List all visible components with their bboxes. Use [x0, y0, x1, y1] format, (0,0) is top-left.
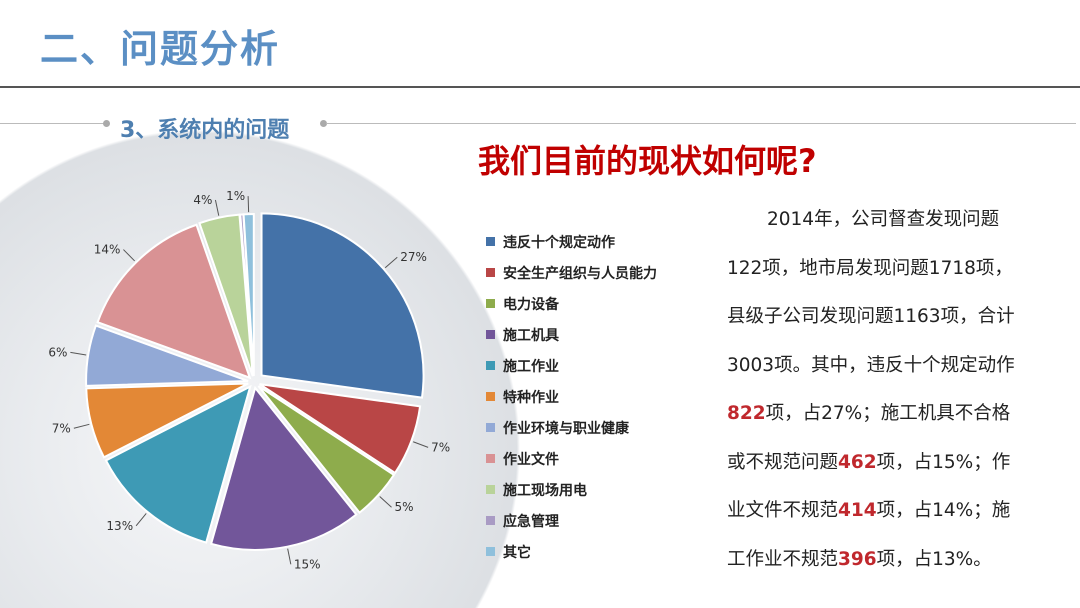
- paragraph-line: 县级子公司发现问题1163项，合计: [727, 293, 1067, 342]
- legend-swatch: [486, 547, 495, 556]
- legend-label: 其它: [503, 544, 531, 561]
- paragraph-text: 2014年，公司督查发现问题: [767, 209, 1000, 230]
- paragraph-line: 业文件不规范414项，占14%；施: [727, 487, 1067, 536]
- legend-swatch: [486, 268, 495, 277]
- paragraph-line: 或不规范问题462项，占15%；作: [727, 439, 1067, 488]
- highlight-number: 822: [727, 403, 766, 424]
- slice-label: 6%: [48, 345, 67, 359]
- paragraph-line: 3003项。其中，违反十个规定动作: [727, 342, 1067, 391]
- highlight-number: 462: [838, 451, 877, 473]
- leader-line: [412, 441, 429, 448]
- slice-label: 13%: [106, 519, 133, 533]
- paragraph-text: 或不规范问题: [727, 451, 839, 473]
- legend-label: 安全生产组织与人员能力: [503, 265, 657, 282]
- legend-item: 作业文件: [486, 443, 657, 474]
- legend-label: 作业文件: [503, 451, 559, 468]
- legend-item: 作业环境与职业健康: [486, 412, 657, 443]
- legend-label: 施工机具: [503, 327, 559, 344]
- leader-line: [123, 249, 136, 262]
- pie-slice: [242, 213, 255, 377]
- pie-slice: [104, 384, 252, 544]
- paragraph-text: 122项，地市局发现问题1718项，: [727, 257, 1013, 279]
- legend-item: 特种作业: [486, 381, 657, 412]
- legend-item: 施工机具: [486, 319, 657, 350]
- slice-label: 27%: [400, 250, 427, 264]
- page-title: 二、问题分析: [40, 27, 281, 71]
- legend-swatch: [486, 361, 495, 370]
- legend-swatch: [486, 330, 495, 339]
- leader-line: [287, 548, 292, 565]
- legend-label: 施工现场用电: [503, 482, 587, 499]
- paragraph-text: 项，占27%；施工机具不合格: [765, 403, 1011, 424]
- paragraph-text: 工作业不规范: [727, 548, 839, 570]
- legend-label: 违反十个规定动作: [503, 234, 615, 251]
- leader-line: [214, 199, 220, 216]
- slice-label: 7%: [431, 440, 450, 454]
- slice-label: 5%: [395, 500, 414, 514]
- paragraph-line: 工作业不规范396项，占13%。: [727, 536, 1067, 585]
- legend-label: 施工作业: [503, 358, 559, 375]
- slice-label: 15%: [294, 557, 321, 571]
- slice-label: 7%: [52, 421, 71, 435]
- leader-line: [70, 351, 87, 356]
- paragraph-text: 3003项。其中，违反十个规定动作: [727, 354, 1015, 376]
- legend-item: 应急管理: [486, 505, 657, 536]
- pie-chart: 27% 7% 5% 15% 13% 7% 6% 14% 4% 1%: [48, 189, 450, 571]
- paragraph-text: 项，占15%；作: [876, 451, 1011, 473]
- subtitle-line-right: [326, 123, 1076, 124]
- legend-label: 特种作业: [503, 389, 559, 406]
- leader-line: [379, 496, 392, 508]
- section-subtitle: 3、系统内的问题: [120, 118, 290, 143]
- highlight-number: 396: [838, 548, 877, 570]
- paragraph-line: 122项，地市局发现问题1718项，: [727, 245, 1067, 294]
- header-divider: [0, 86, 1080, 88]
- legend-item: 其它: [486, 536, 657, 567]
- legend-swatch: [486, 485, 495, 494]
- pie-slice: [85, 324, 249, 387]
- subtitle-dot-left: [103, 120, 110, 127]
- paragraph-text: 项，占13%。: [876, 548, 992, 570]
- slice-label: 1%: [226, 189, 245, 203]
- legend-item: 安全生产组织与人员能力: [486, 257, 657, 288]
- paragraph-text: 项，占14%；施: [876, 500, 1011, 521]
- legend-item: 施工作业: [486, 350, 657, 381]
- summary-paragraph: 2014年，公司督查发现问题 122项，地市局发现问题1718项， 县级子公司发现问…: [727, 196, 1067, 584]
- legend-label: 电力设备: [503, 296, 559, 313]
- legend-item: 违反十个规定动作: [486, 226, 657, 257]
- subtitle-line-left: [0, 123, 104, 124]
- legend-swatch: [486, 392, 495, 401]
- legend-swatch: [486, 423, 495, 432]
- leader-line: [247, 196, 250, 213]
- legend-label: 作业环境与职业健康: [503, 420, 629, 437]
- slice-label: 14%: [94, 243, 121, 257]
- legend-swatch: [486, 516, 495, 525]
- paragraph-line: 822项，占27%；施工机具不合格: [727, 390, 1067, 439]
- leader-line: [384, 256, 398, 269]
- pie-slice: [260, 212, 425, 399]
- legend-swatch: [486, 237, 495, 246]
- pie-slice: [259, 383, 422, 475]
- legend-label: 应急管理: [503, 513, 559, 530]
- pie-slice: [209, 385, 358, 551]
- paragraph-text: 县级子公司发现问题1163项，合计: [727, 306, 1015, 327]
- legend-swatch: [486, 454, 495, 463]
- paragraph-text: 业文件不规范: [727, 500, 839, 521]
- legend-item: 施工现场用电: [486, 474, 657, 505]
- slice-label: 4%: [193, 193, 212, 207]
- subtitle-dot-right: [320, 120, 327, 127]
- headline: 我们目前的现状如何呢?: [478, 142, 817, 180]
- pie-slice: [85, 382, 249, 459]
- legend-item: 电力设备: [486, 288, 657, 319]
- pie-slice: [96, 223, 252, 380]
- highlight-number: 414: [838, 500, 877, 521]
- pie-slice: [257, 385, 396, 515]
- legend: 违反十个规定动作安全生产组织与人员能力 电力设备施工机具施工作业特种作业作业环境与…: [486, 226, 657, 567]
- leader-line: [73, 423, 90, 429]
- leader-line: [135, 513, 147, 527]
- paragraph-line: 2014年，公司督查发现问题: [727, 196, 1067, 245]
- legend-swatch: [486, 299, 495, 308]
